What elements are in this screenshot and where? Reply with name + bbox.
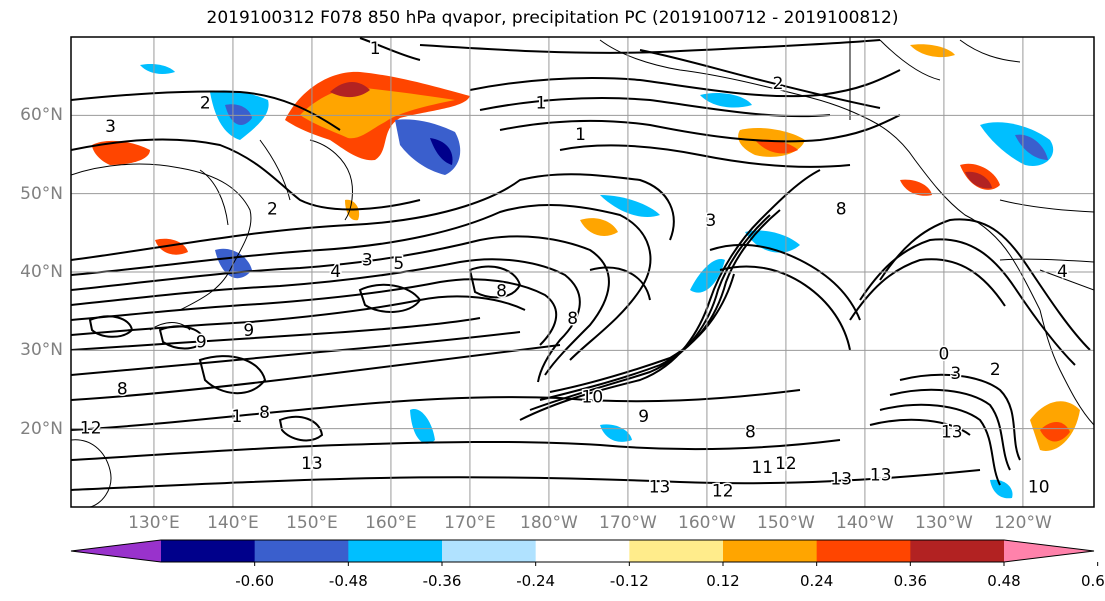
latitude-label: 50°N	[20, 183, 63, 204]
contour-label: 5	[393, 254, 404, 274]
contour-label: 3	[362, 250, 373, 270]
contour-label: 3	[705, 211, 716, 231]
colorbar-right-extension	[1004, 540, 1094, 562]
contour-label: 2	[200, 94, 211, 114]
contour-label: 10	[582, 387, 604, 407]
longitude-label: 160°E	[365, 513, 417, 533]
contour-label: 8	[259, 403, 270, 423]
longitude-label: 150°E	[286, 513, 338, 533]
precip-anomaly-fill	[92, 44, 1080, 499]
gridlines	[71, 37, 1094, 507]
qvapor-contours	[71, 37, 1091, 491]
contour-label: 8	[496, 282, 507, 302]
colorbar-tick-label: -0.60	[235, 572, 275, 590]
contour-label: 12	[712, 481, 734, 501]
latitude-label: 30°N	[20, 340, 63, 361]
colorbar-segment	[816, 540, 911, 562]
longitude-label: 170°W	[599, 513, 657, 533]
contour-label: 1	[536, 94, 547, 114]
colorbar-segment	[910, 540, 1005, 562]
colorbar-tick-label: -0.48	[328, 572, 368, 590]
colorbar-tick-label: 0.48	[987, 572, 1021, 590]
colorbar-segment	[723, 540, 818, 562]
contour-label: 3	[950, 364, 961, 384]
longitude-label: 180°W	[520, 513, 578, 533]
plot-title: 2019100312 F078 850 hPa qvapor, precipit…	[206, 8, 899, 28]
contour-label: 1	[370, 39, 381, 59]
contour-label: 10	[1028, 477, 1050, 497]
contour-label: 4	[330, 262, 341, 282]
longitude-label: 160°W	[678, 513, 736, 533]
colorbar-tick-label: -0.36	[422, 572, 462, 590]
contour-label: 9	[196, 333, 207, 353]
latitude-label: 20°N	[20, 418, 63, 439]
longitude-label: 170°E	[444, 513, 496, 533]
longitude-label: 150°W	[757, 513, 815, 533]
contour-label: 12	[775, 454, 797, 474]
contour-label: 9	[638, 407, 649, 427]
contour-label: 13	[649, 477, 671, 497]
contour-label: 8	[567, 309, 578, 329]
contour-label: 1	[231, 407, 242, 427]
contour-label: 3	[105, 117, 116, 137]
map-frame	[70, 36, 1095, 508]
contour-label: 2	[267, 199, 278, 219]
contour-label: 13	[301, 454, 323, 474]
colorbar-tick-label: 0.36	[893, 572, 928, 590]
longitude-label: 120°W	[994, 513, 1052, 533]
contour-label: 11	[751, 458, 773, 478]
longitude-label: 140°W	[836, 513, 894, 533]
colorbar-left-extension	[71, 540, 161, 562]
longitude-label: 130°E	[128, 513, 180, 533]
colorbar-outline	[70, 539, 1095, 563]
colorbar-tick-label: -0.12	[609, 572, 649, 590]
colorbar-segment	[161, 540, 256, 562]
colorbar-tick-label: 0.60	[1080, 572, 1105, 590]
coastlines	[71, 37, 1094, 507]
latitude-label: 40°N	[20, 262, 63, 282]
contour-label: 8	[836, 199, 847, 219]
longitude-label: 130°W	[915, 513, 973, 533]
colorbar-segment	[442, 540, 537, 562]
contour-label: 8	[745, 423, 756, 443]
colorbar-segment	[348, 540, 443, 562]
contour-label: 13	[830, 470, 852, 490]
latitude-label: 60°N	[20, 105, 63, 126]
contour-label: 13	[870, 466, 892, 486]
contour-label: 2	[990, 360, 1001, 380]
contour-label: 13	[941, 423, 963, 443]
colorbar-tick-label: 0.12	[706, 572, 740, 590]
colorbar-segment	[629, 540, 724, 562]
colorbar-tick-label: 0.24	[799, 572, 834, 590]
contour-label: 9	[243, 321, 254, 341]
contour-label: 8	[117, 380, 128, 400]
colorbar-segment	[254, 540, 349, 562]
colorbar-segment	[535, 540, 630, 562]
contour-label: 12	[80, 419, 102, 439]
longitude-label: 140°E	[207, 513, 259, 533]
contour-label: 0	[938, 344, 949, 364]
colorbar-tick-label: -0.24	[516, 572, 556, 590]
contour-label: 1	[575, 125, 586, 145]
contour-label: 4	[1057, 262, 1068, 282]
contour-label: 2	[773, 74, 784, 94]
